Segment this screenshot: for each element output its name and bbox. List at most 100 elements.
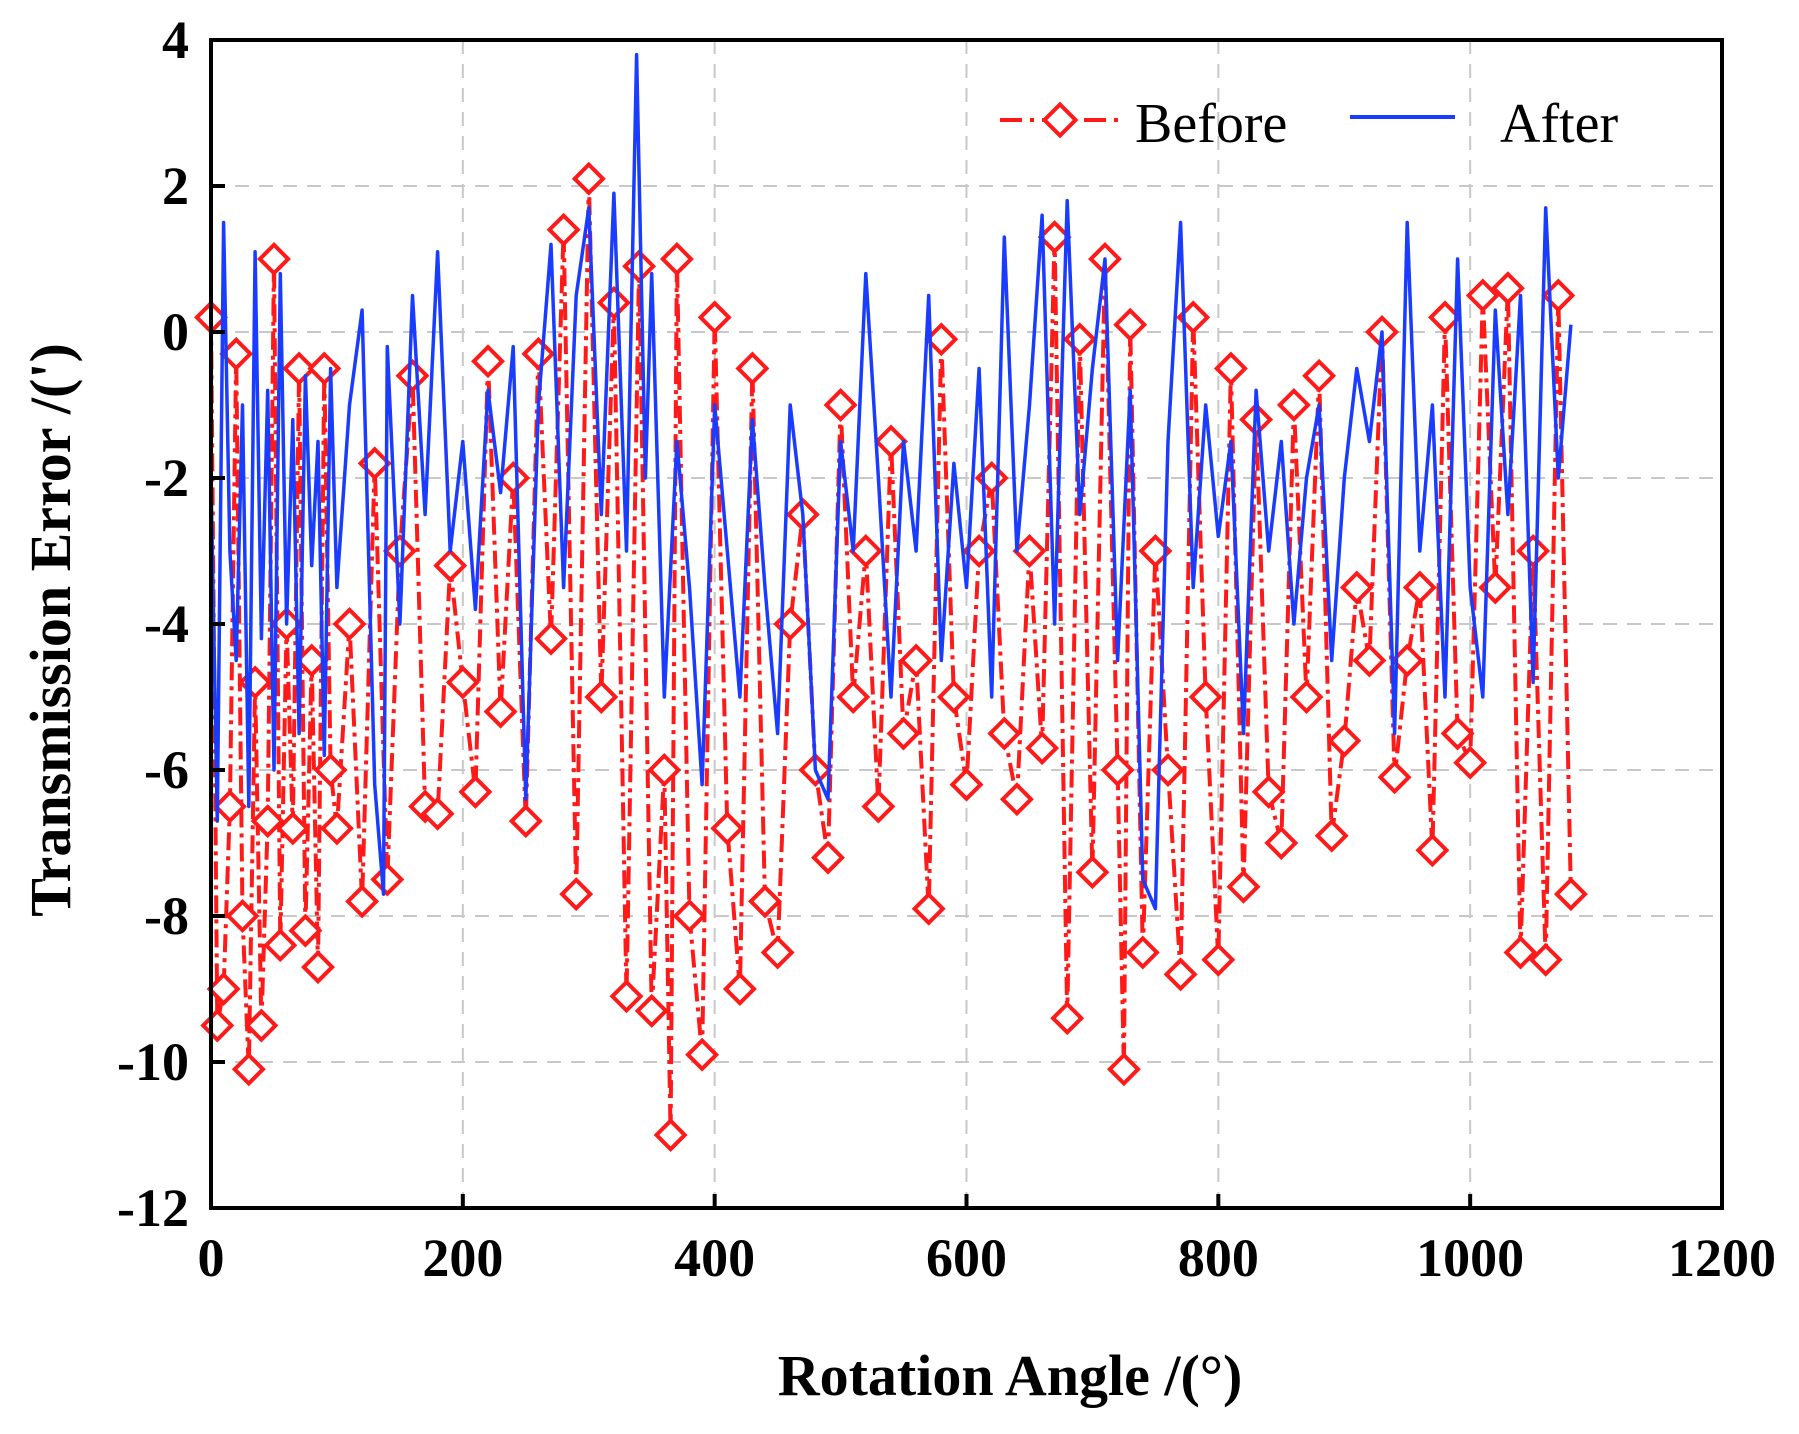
- y-tick-label: -2: [144, 448, 189, 508]
- legend-before-marker: [1041, 101, 1079, 139]
- x-tick-label: 0: [198, 1228, 225, 1288]
- before-point-marker: [420, 796, 455, 831]
- before-point-marker: [672, 899, 707, 933]
- before-point-marker: [899, 643, 934, 678]
- x-tick-label: 1000: [1416, 1228, 1524, 1288]
- grid-lines: [211, 40, 1722, 1208]
- y-axis-title: Transmission Error /('): [18, 343, 83, 917]
- before-point-marker: [911, 891, 946, 926]
- before-point-marker: [609, 979, 644, 1014]
- before-point-marker: [1188, 680, 1223, 714]
- after-series-line: [209, 52, 1573, 911]
- legend-after-label: After: [1500, 93, 1619, 155]
- before-point-marker: [1176, 300, 1211, 335]
- before-point-marker: [647, 753, 682, 787]
- before-point-marker: [584, 680, 619, 714]
- before-point-marker: [1553, 877, 1588, 912]
- before-point-marker: [1125, 935, 1160, 970]
- y-tick-label: 4: [162, 10, 189, 70]
- before-point-marker: [1251, 774, 1286, 809]
- before-point-marker: [653, 1118, 688, 1152]
- before-point-marker: [1106, 1052, 1141, 1087]
- y-tick-label: 0: [162, 302, 189, 362]
- before-point-marker: [288, 913, 323, 948]
- before-point-marker: [1402, 570, 1437, 605]
- before-point-marker: [559, 877, 594, 912]
- before-point-marker: [1516, 534, 1551, 568]
- before-point-marker: [1327, 723, 1362, 758]
- x-tick-label: 400: [674, 1228, 755, 1288]
- before-point-marker: [936, 680, 971, 714]
- before-point-marker: [244, 1008, 279, 1043]
- before-point-marker: [1453, 745, 1488, 780]
- legend: Before After: [1000, 93, 1619, 155]
- before-point-marker: [823, 388, 858, 422]
- before-point-marker: [659, 242, 694, 276]
- before-point-marker: [1465, 278, 1500, 313]
- before-point-marker: [382, 534, 417, 568]
- x-tick-label: 1200: [1668, 1228, 1776, 1288]
- before-point-marker: [1528, 942, 1563, 977]
- before-point-marker: [1100, 753, 1135, 787]
- before-point-marker: [886, 716, 921, 751]
- before-point-marker: [534, 621, 568, 656]
- before-point-marker: [685, 1037, 720, 1072]
- before-point-marker: [722, 972, 757, 1006]
- before-point-marker: [521, 336, 556, 371]
- x-tick-labels: 0 200 400 600 800 1000 1200: [198, 1228, 1777, 1288]
- before-point-marker: [1428, 300, 1462, 335]
- x-tick-label: 600: [926, 1228, 1007, 1288]
- before-point-marker: [263, 928, 298, 963]
- before-point-marker: [483, 694, 518, 729]
- before-point-marker: [1503, 935, 1538, 970]
- x-tick-label: 800: [1178, 1228, 1259, 1288]
- x-axis-title: Rotation Angle /(°): [778, 1343, 1243, 1408]
- before-point-marker: [1201, 942, 1236, 977]
- before-point-marker: [999, 782, 1034, 817]
- before-point-marker: [1025, 731, 1060, 766]
- before-point-marker: [596, 285, 631, 320]
- before-point-marker: [848, 534, 883, 568]
- before-point-marker: [508, 804, 543, 839]
- before-point-marker: [760, 935, 795, 970]
- before-point-marker: [1302, 358, 1337, 393]
- before-point-marker: [445, 665, 480, 700]
- before-point-marker: [1289, 680, 1324, 714]
- before-point-marker: [1314, 818, 1349, 853]
- before-point-marker: [571, 161, 606, 196]
- before-point-marker: [1390, 643, 1425, 678]
- before-point-marker: [294, 643, 329, 678]
- before-point-marker: [1012, 534, 1047, 568]
- before-point-marker: [924, 322, 959, 357]
- y-tick-label: -12: [117, 1178, 189, 1238]
- before-point-marker: [1037, 220, 1072, 255]
- y-tick-label: -8: [144, 886, 189, 946]
- before-point-marker: [710, 811, 745, 846]
- y-tick-label: -4: [144, 594, 189, 654]
- before-point-marker: [1113, 307, 1148, 342]
- before-point-marker: [1339, 570, 1374, 605]
- x-tick-label: 200: [422, 1228, 503, 1288]
- before-point-marker: [735, 351, 770, 386]
- before-point-marker: [1377, 760, 1412, 795]
- legend-before-label: Before: [1135, 93, 1287, 155]
- tick-marks: [209, 38, 1724, 1210]
- before-point-marker: [471, 344, 505, 379]
- before-point-marker: [1213, 351, 1248, 386]
- before-point-marker: [874, 424, 908, 459]
- before-point-marker: [1490, 271, 1525, 306]
- before-point-marker: [1050, 1001, 1085, 1036]
- before-point-marker: [219, 336, 254, 371]
- before-point-marker: [1352, 643, 1387, 678]
- before-point-marker: [458, 774, 493, 809]
- before-point-marker: [748, 884, 782, 919]
- before-point-marker: [1440, 716, 1475, 751]
- before-point-marker: [212, 789, 247, 824]
- before-point-marker: [697, 300, 732, 335]
- before-point-marker: [206, 972, 241, 1006]
- before-point-marker: [225, 899, 260, 933]
- before-point-marker: [275, 811, 310, 846]
- before-point-marker: [861, 789, 896, 824]
- before-point-marker: [332, 607, 367, 641]
